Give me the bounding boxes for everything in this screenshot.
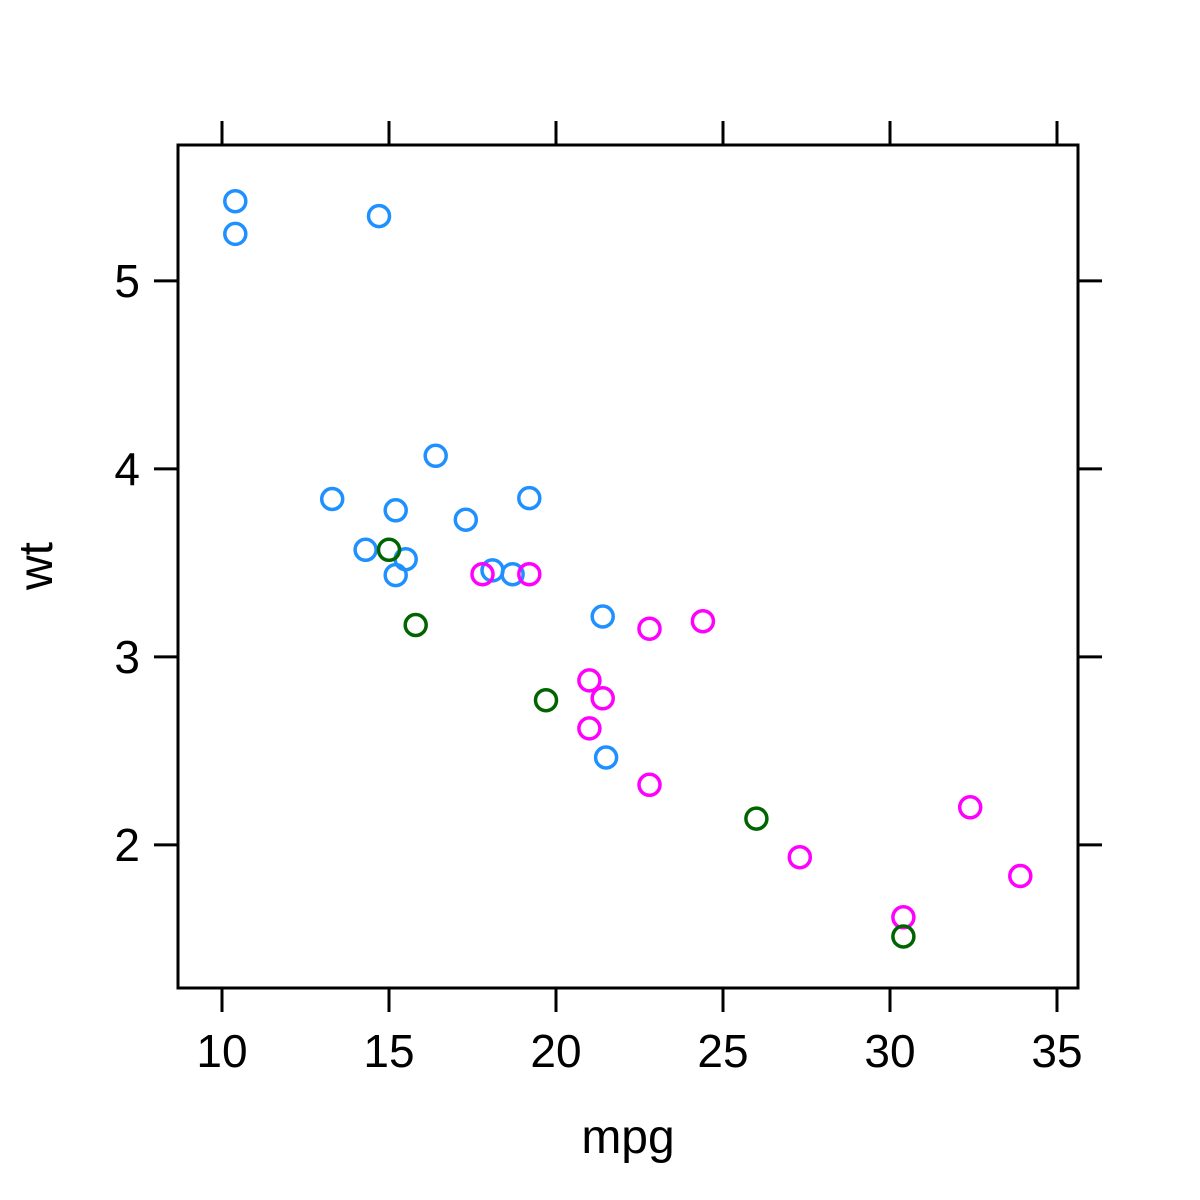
data-point-magenta-group [957, 795, 983, 820]
data-point-blue-group [383, 498, 408, 523]
data-point-magenta-group [637, 772, 662, 798]
data-point-dark-green-group [403, 612, 428, 638]
data-point-magenta-group [891, 905, 916, 930]
data-point-blue-group [423, 443, 448, 469]
y-axis-title: wt [10, 542, 63, 591]
x-tick-label: 30 [864, 1025, 915, 1077]
x-tick-label: 25 [697, 1025, 748, 1077]
y-tick-label: 3 [114, 631, 140, 683]
data-point-magenta-group [577, 668, 602, 693]
x-tick-label: 35 [1031, 1025, 1082, 1077]
data-point-dark-green-group [744, 806, 769, 831]
y-tick-label: 5 [114, 255, 140, 307]
data-point-blue-group [353, 537, 378, 563]
data-point-blue-group [223, 188, 248, 214]
y-tick-label: 4 [114, 443, 140, 495]
y-tick-label: 2 [114, 819, 140, 871]
data-point-magenta-group [1008, 863, 1033, 889]
data-point-magenta-group [637, 616, 662, 641]
x-tick-label: 20 [530, 1025, 581, 1077]
data-point-dark-green-group [376, 537, 402, 563]
x-axis-title: mpg [581, 1111, 674, 1164]
x-tick-label: 10 [196, 1025, 247, 1077]
x-tick-label: 15 [363, 1025, 414, 1077]
data-point-dark-green-group [533, 687, 559, 713]
data-point-blue-group [517, 485, 542, 511]
data-point-blue-group [453, 507, 479, 532]
data-point-magenta-group [517, 561, 542, 587]
data-point-blue-group [366, 203, 392, 229]
data-point-blue-group [223, 221, 248, 247]
data-point-magenta-group [577, 716, 602, 741]
data-point-blue-group [593, 745, 619, 770]
data-point-blue-group [383, 562, 408, 588]
data-point-blue-group [590, 604, 615, 629]
data-point-magenta-group [690, 608, 716, 634]
data-point-magenta-group [470, 561, 495, 587]
plot-border [176, 143, 1080, 990]
data-point-blue-group [319, 486, 345, 512]
data-point-magenta-group [590, 686, 615, 711]
data-point-dark-green-group [891, 924, 916, 949]
data-point-magenta-group [787, 844, 813, 870]
